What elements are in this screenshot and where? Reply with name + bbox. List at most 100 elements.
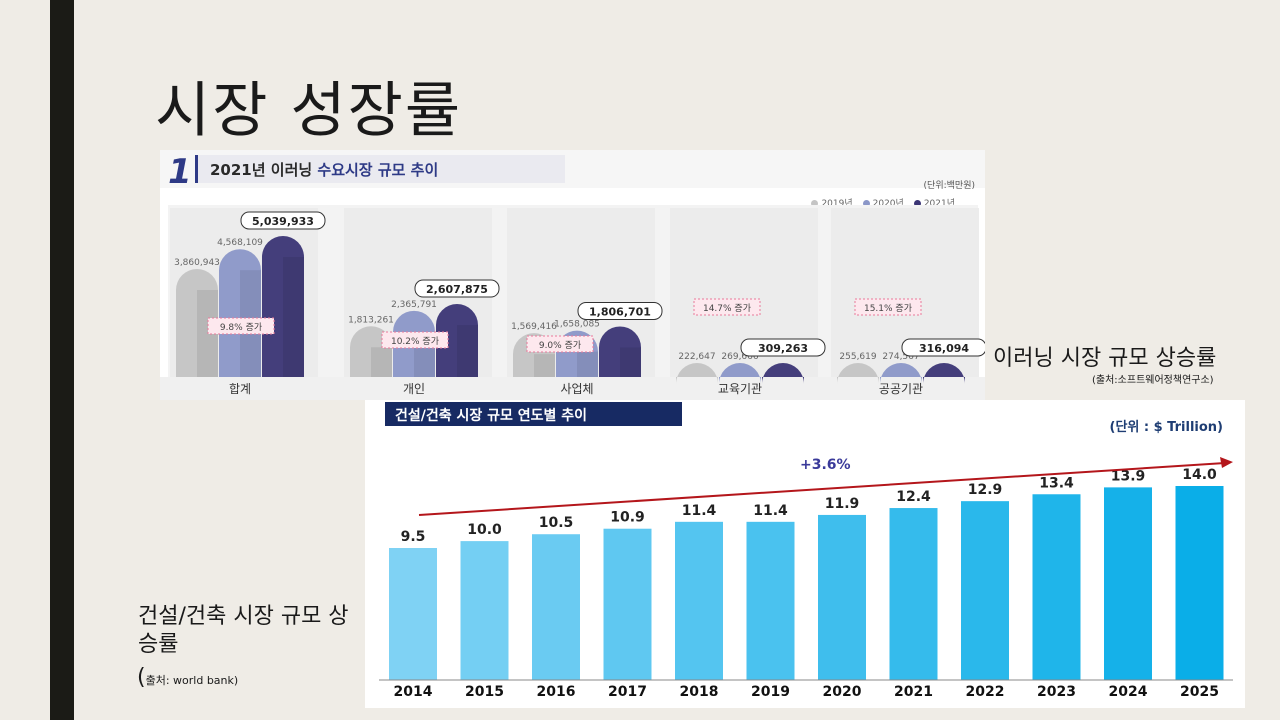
bar xyxy=(880,363,922,384)
category-label: 2025 xyxy=(1180,684,1219,700)
slide-title: 시장 성장률 xyxy=(155,76,463,146)
bar-shade xyxy=(371,347,392,377)
data-label: 309,263 xyxy=(758,342,808,355)
annotation-label: 9.0% 증가 xyxy=(539,340,581,351)
bar-shade xyxy=(457,325,478,377)
chart-title-pre: 2021년 이러닝 xyxy=(210,161,318,179)
bar xyxy=(460,541,509,680)
chart-title-box xyxy=(195,155,565,183)
category-label: 사업체 xyxy=(560,382,593,396)
bar xyxy=(176,268,218,377)
data-label: 9.5 xyxy=(401,529,426,545)
bar xyxy=(1175,486,1224,680)
category-label: 2015 xyxy=(465,684,504,700)
bar xyxy=(923,363,965,384)
bar xyxy=(837,363,879,384)
left-accent-bar xyxy=(50,0,74,720)
bar xyxy=(719,363,761,384)
data-label: 1,658,085 xyxy=(554,320,600,330)
chart-title-box xyxy=(385,402,682,426)
data-label-box xyxy=(414,279,500,298)
category-label: 2021 xyxy=(894,684,933,700)
data-label-box xyxy=(577,301,663,320)
category-label: 공공기관 xyxy=(879,382,923,396)
data-label: 13.9 xyxy=(1111,468,1146,484)
bar xyxy=(532,534,580,680)
category-label: 2018 xyxy=(680,684,719,700)
elearning-chart-panel: 1 2021년 이러닝 수요시장 규모 추이 (단위:백만원) 2019년 20… xyxy=(160,150,985,400)
annotation-box xyxy=(693,298,761,316)
data-label: 274,567 xyxy=(882,352,919,362)
legend-label: 2020년 xyxy=(872,199,904,209)
source-text: 출처: world bank) xyxy=(145,674,239,687)
bar xyxy=(675,521,723,680)
data-label: 4,568,109 xyxy=(217,238,263,248)
bar-shade xyxy=(283,257,304,377)
data-label: 12.9 xyxy=(968,482,1003,498)
category-label: 2024 xyxy=(1109,684,1148,700)
annotation-box xyxy=(381,331,449,349)
data-label: 255,619 xyxy=(839,352,876,362)
data-label: 1,813,261 xyxy=(348,315,394,325)
annotation-label: 14.7% 증가 xyxy=(703,303,751,314)
bar xyxy=(746,521,795,680)
elearning-caption: 이러닝 시장 규모 상승률 xyxy=(993,346,1217,371)
bar xyxy=(889,508,938,680)
annotation-box xyxy=(854,298,922,316)
legend-item-2019: 2019년 xyxy=(811,196,853,209)
data-label: 269,666 xyxy=(721,352,758,362)
bar xyxy=(676,363,718,384)
data-label: 11.9 xyxy=(825,496,860,512)
data-label-box xyxy=(240,211,326,230)
data-label: 10.0 xyxy=(467,522,502,538)
category-label: 2022 xyxy=(966,684,1005,700)
data-label: 10.5 xyxy=(539,515,574,531)
construction-chart-panel: 건설/건축 시장 규모 연도별 추이 (단위 : $ Trillion) 9.5… xyxy=(365,400,1245,708)
category-label: 2020 xyxy=(823,684,862,700)
category-label: 개인 xyxy=(403,382,425,396)
bar xyxy=(961,501,1009,680)
data-label: 2,607,875 xyxy=(426,283,488,296)
category-label: 합계 xyxy=(229,382,251,396)
bar xyxy=(436,304,478,377)
data-label: 12.4 xyxy=(896,489,931,505)
category-axis-band xyxy=(160,377,985,400)
data-label: 14.0 xyxy=(1182,467,1217,483)
bar-shade xyxy=(534,354,555,377)
category-label: 교육기관 xyxy=(718,382,762,396)
growth-annotation: +3.6% xyxy=(800,457,851,473)
annotation-label: 9.8% 증가 xyxy=(220,322,262,333)
bar-shade xyxy=(577,351,598,377)
legend-label: 2021년 xyxy=(923,199,955,209)
chart-title: 건설/건축 시장 규모 연도별 추이 xyxy=(395,408,588,424)
bar xyxy=(599,326,641,377)
data-label: 2,365,791 xyxy=(391,300,437,310)
chart-title: 2021년 이러닝 수요시장 규모 추이 xyxy=(210,159,438,180)
legend-label: 2019년 xyxy=(821,199,853,209)
chart-unit: (단위:백만원) xyxy=(923,181,975,191)
data-label: 316,094 xyxy=(919,342,969,355)
data-label: 1,569,416 xyxy=(511,322,557,332)
bar xyxy=(1104,487,1152,680)
annotation-box xyxy=(207,317,275,335)
data-label-box xyxy=(901,338,985,357)
annotation-box xyxy=(526,335,594,353)
data-label: 5,039,933 xyxy=(252,215,314,228)
category-label: 2016 xyxy=(537,684,576,700)
category-label: 2019 xyxy=(751,684,790,700)
chart-legend: 2019년 2020년 2021년 xyxy=(811,196,955,209)
bar xyxy=(762,363,804,384)
data-label: 10.9 xyxy=(610,510,645,526)
elearning-source: (출처:소프트웨어정책연구소) xyxy=(1092,375,1214,386)
chart-title-highlight: 수요시장 규모 추이 xyxy=(317,161,439,179)
category-label: 2014 xyxy=(394,684,433,700)
data-label: 1,806,701 xyxy=(589,305,651,318)
bar xyxy=(818,514,866,680)
category-label: 2023 xyxy=(1037,684,1076,700)
source-paren: ( xyxy=(137,665,146,690)
legend-item-2020: 2020년 xyxy=(862,196,904,209)
bar xyxy=(219,249,261,377)
construction-bar-chart: 9.5 2014 10.0 2015 10.5 2016 10.9 2017 11.4 2018 1… xyxy=(379,457,1233,700)
bar xyxy=(1032,494,1081,680)
